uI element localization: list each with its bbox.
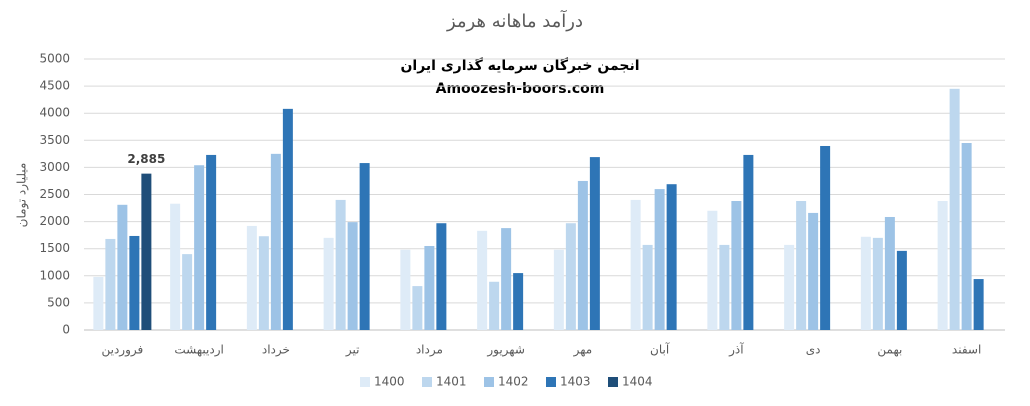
bar	[589, 157, 600, 330]
bar	[719, 244, 730, 330]
annotation: Amoozesh-boors.com	[436, 81, 605, 97]
legend-label: 1402	[498, 375, 529, 389]
data-label: 2,885	[127, 152, 165, 166]
y-tick-label: 2500	[39, 187, 70, 201]
bar	[489, 281, 500, 330]
bar	[282, 108, 293, 330]
y-tick-label: 1500	[39, 241, 70, 255]
bar	[973, 279, 984, 330]
y-tick-label: 0	[62, 323, 70, 337]
bar	[513, 273, 524, 330]
bar	[784, 244, 795, 330]
bar	[424, 245, 435, 330]
x-tick-label: آبان	[650, 342, 670, 357]
y-tick-label: 3000	[39, 160, 70, 174]
y-tick-label: 5000	[39, 52, 70, 66]
bar	[117, 204, 128, 330]
bar	[335, 199, 346, 330]
bar	[359, 163, 370, 330]
bar	[808, 212, 819, 330]
x-tick-label: شهریور	[486, 343, 525, 358]
legend-swatch	[608, 377, 618, 387]
chart-title: درآمد ماهانه هرمز	[446, 9, 583, 32]
y-axis-label: میلیارد تومان	[15, 163, 30, 228]
x-tick-label: آذر	[728, 342, 744, 358]
bar	[270, 153, 281, 330]
y-tick-label: 1000	[39, 268, 70, 282]
bar	[105, 238, 116, 330]
x-tick-label: خرداد	[262, 343, 290, 358]
bar	[141, 173, 152, 330]
bar	[93, 276, 104, 330]
bar	[937, 201, 948, 330]
bar	[206, 154, 217, 330]
bar	[436, 223, 447, 330]
x-tick-label: اسفند	[952, 343, 981, 357]
legend-label: 1401	[436, 375, 467, 389]
bar	[860, 236, 871, 330]
bar	[347, 222, 358, 330]
y-tick-label: 4000	[39, 106, 70, 120]
bar	[731, 201, 742, 330]
bar	[477, 230, 488, 330]
bar	[872, 237, 883, 330]
bar	[707, 210, 718, 330]
legend-label: 1404	[622, 375, 653, 389]
y-tick-label: 2000	[39, 214, 70, 228]
bar	[565, 223, 576, 330]
bar	[246, 225, 257, 330]
annotation: انجمن خبرگان سرمایه گذاری ایران	[400, 57, 639, 74]
x-tick-label: اردیبهشت	[174, 343, 223, 358]
x-tick-label: بهمن	[877, 343, 902, 358]
bar	[949, 88, 960, 330]
bar	[501, 228, 512, 330]
bar	[258, 236, 269, 330]
bar	[961, 143, 972, 330]
legend-swatch	[360, 377, 370, 387]
bar	[896, 250, 907, 330]
bar	[412, 286, 423, 330]
bar	[642, 244, 653, 330]
legend-swatch	[546, 377, 556, 387]
bar	[577, 180, 588, 330]
bar	[194, 165, 205, 330]
x-tick-label: مرداد	[416, 343, 443, 358]
bar	[400, 249, 411, 330]
bar	[170, 203, 181, 330]
legend-label: 1403	[560, 375, 591, 389]
bar	[323, 237, 334, 330]
legend-label: 1400	[374, 375, 405, 389]
x-tick-label: تیر	[345, 343, 360, 358]
bar	[129, 235, 140, 330]
y-tick-label: 4500	[39, 79, 70, 93]
bar	[553, 249, 564, 330]
bar	[884, 216, 895, 330]
x-tick-label: مهر	[573, 343, 593, 358]
bar	[182, 254, 193, 330]
bar	[820, 145, 831, 330]
x-tick-label: فروردین	[101, 343, 143, 358]
legend-swatch	[422, 377, 432, 387]
legend-swatch	[484, 377, 494, 387]
x-tick-label: دی	[806, 343, 821, 357]
y-tick-label: 3500	[39, 133, 70, 147]
bar	[796, 201, 807, 330]
bar	[630, 199, 641, 330]
bar	[666, 184, 677, 330]
bar	[654, 189, 665, 330]
y-tick-label: 500	[47, 295, 70, 309]
bar	[743, 154, 754, 330]
